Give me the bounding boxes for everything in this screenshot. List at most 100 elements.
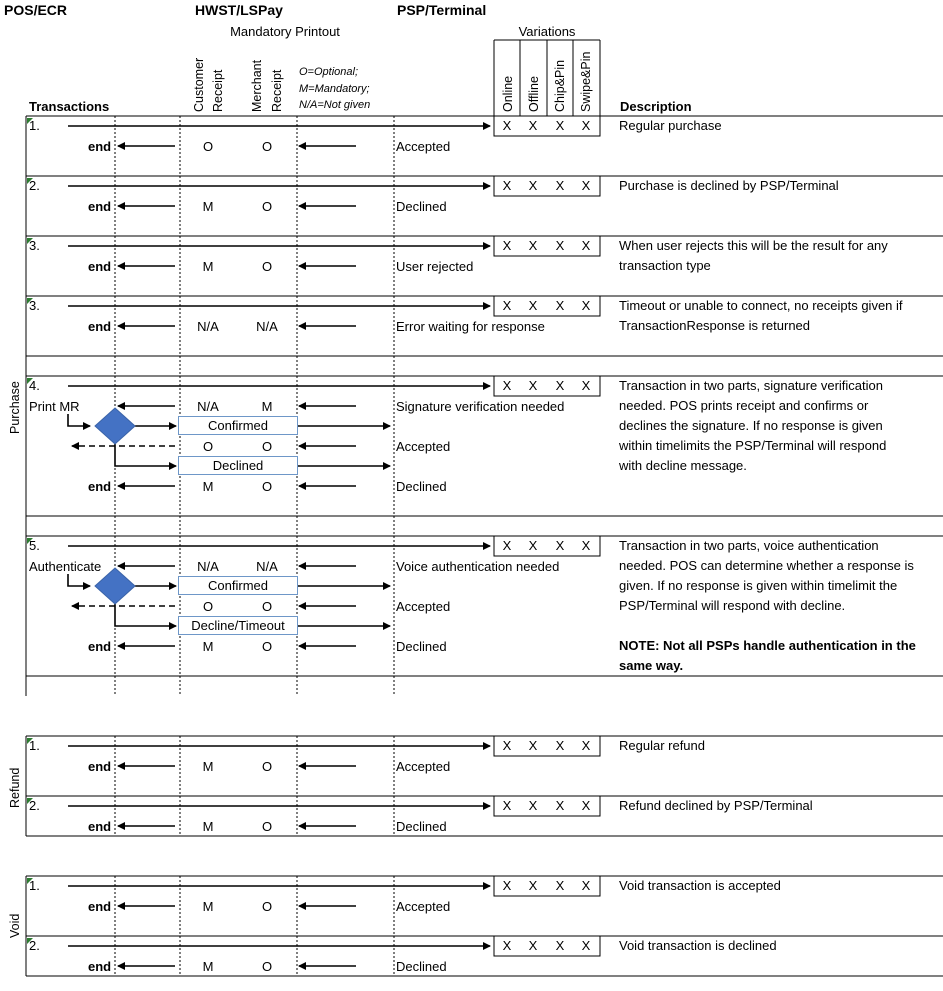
variation-box (493, 235, 601, 257)
merchant-receipt-value: O (261, 599, 273, 614)
status-label: Declined (396, 199, 447, 214)
end-label: end (88, 479, 112, 494)
end-label: end (88, 959, 112, 974)
variation-mark: X (502, 538, 512, 553)
legend-optional: O=Optional; (299, 66, 359, 78)
variation-mark: X (528, 938, 538, 953)
description-line: Transaction in two parts, signature veri… (619, 378, 883, 393)
description-line: When user rejects this will be the resul… (619, 238, 888, 253)
status-label: Accepted (396, 899, 451, 914)
variation-mark: X (555, 238, 565, 253)
corner-mark (27, 298, 33, 304)
variation-mark: X (581, 878, 591, 893)
merchant-receipt-value: O (261, 479, 273, 494)
variation-mark: X (502, 298, 512, 313)
merchant-receipt-value: O (261, 259, 273, 274)
corner-mark (27, 738, 33, 744)
description-line: Regular purchase (619, 118, 722, 133)
description-line: PSP/Terminal will respond with decline. (619, 598, 846, 613)
merchant-receipt-value: N/A (256, 559, 278, 574)
variation-box (493, 535, 601, 557)
variation-mark: X (528, 538, 538, 553)
confirm-box: Confirmed (178, 576, 298, 595)
end-label: end (88, 639, 112, 654)
variation-mark: X (528, 238, 538, 253)
variation-mark: X (502, 738, 512, 753)
variation-box (493, 115, 601, 137)
decision-diamond (94, 567, 136, 605)
customer-receipt-value: M (202, 479, 214, 494)
customer-receipt-value: N/A (197, 399, 219, 414)
trigger-connector (67, 414, 91, 430)
variation-mark: X (581, 798, 591, 813)
status-label: Signature verification needed (396, 399, 565, 414)
customer-receipt-value: M (202, 819, 214, 834)
status-label: User rejected (396, 259, 474, 274)
note-line: NOTE: Not all PSPs handle authentication… (619, 638, 916, 653)
pos-header: POS/ECR (4, 2, 68, 18)
variation-box (493, 795, 601, 817)
customer-receipt-value: O (202, 599, 214, 614)
variation-mark: X (502, 118, 512, 133)
variation-mark: X (555, 878, 565, 893)
trigger-label: Print MR (29, 399, 80, 414)
variation-mark: X (528, 878, 538, 893)
hwst-header: HWST/LSPay (195, 2, 283, 18)
variation-mark: X (581, 298, 591, 313)
customer-receipt-value: M (202, 639, 214, 654)
merchant-receipt-value: O (261, 899, 273, 914)
description-line: within timelimits the PSP/Terminal will … (619, 438, 887, 453)
end-label: end (88, 819, 112, 834)
variation-mark: X (528, 178, 538, 193)
row-number: 5. (29, 538, 40, 553)
variations-header: Variations (518, 24, 576, 39)
merchant-receipt-value: O (261, 819, 273, 834)
row-number: 1. (29, 738, 40, 753)
trigger-connector (67, 574, 91, 590)
end-label: end (88, 319, 112, 334)
customer-receipt-value: M (202, 959, 214, 974)
variation-mark: X (555, 178, 565, 193)
confirm-box: Confirmed (178, 416, 298, 435)
description-line: needed. POS prints receipt and confirms … (619, 398, 869, 413)
decline-box: Decline/Timeout (178, 616, 298, 635)
variation-mark: X (555, 738, 565, 753)
status-label: Error waiting for response (396, 319, 545, 334)
corner-mark (27, 878, 33, 884)
merchant-receipt-value: M (261, 399, 273, 414)
description-line: with decline message. (619, 458, 747, 473)
status-label: Accepted (396, 439, 451, 454)
description-line: Refund declined by PSP/Terminal (619, 798, 813, 813)
variation-mark: X (502, 178, 512, 193)
corner-mark (27, 178, 33, 184)
variation-mark: X (528, 298, 538, 313)
mandatory-printout-header: Mandatory Printout (230, 24, 340, 39)
status-label: Accepted (396, 139, 451, 154)
variation-mark: X (502, 878, 512, 893)
corner-mark (27, 118, 33, 124)
variation-box (493, 375, 601, 397)
description-line: TransactionResponse is returned (619, 318, 811, 333)
variation-mark: X (581, 178, 591, 193)
variation-box (493, 935, 601, 957)
variation-box (493, 735, 601, 757)
description-header: Description (620, 99, 692, 114)
end-label: end (88, 759, 112, 774)
merchant-receipt-value: O (261, 959, 273, 974)
row-number: 2. (29, 938, 40, 953)
variation-mark: X (581, 378, 591, 393)
variation-mark: X (528, 798, 538, 813)
customer-receipt-value: N/A (197, 319, 219, 334)
description-line: Void transaction is declined (619, 938, 777, 953)
transactions-header: Transactions (29, 99, 110, 114)
merchant-receipt-value: O (261, 139, 273, 154)
row-number: 1. (29, 118, 40, 133)
row-number: 4. (29, 378, 40, 393)
corner-mark (27, 938, 33, 944)
status-label: Accepted (396, 599, 451, 614)
variation-mark: X (528, 378, 538, 393)
description-line: declines the signature. If no response i… (619, 418, 883, 433)
description-line: Purchase is declined by PSP/Terminal (619, 178, 839, 193)
